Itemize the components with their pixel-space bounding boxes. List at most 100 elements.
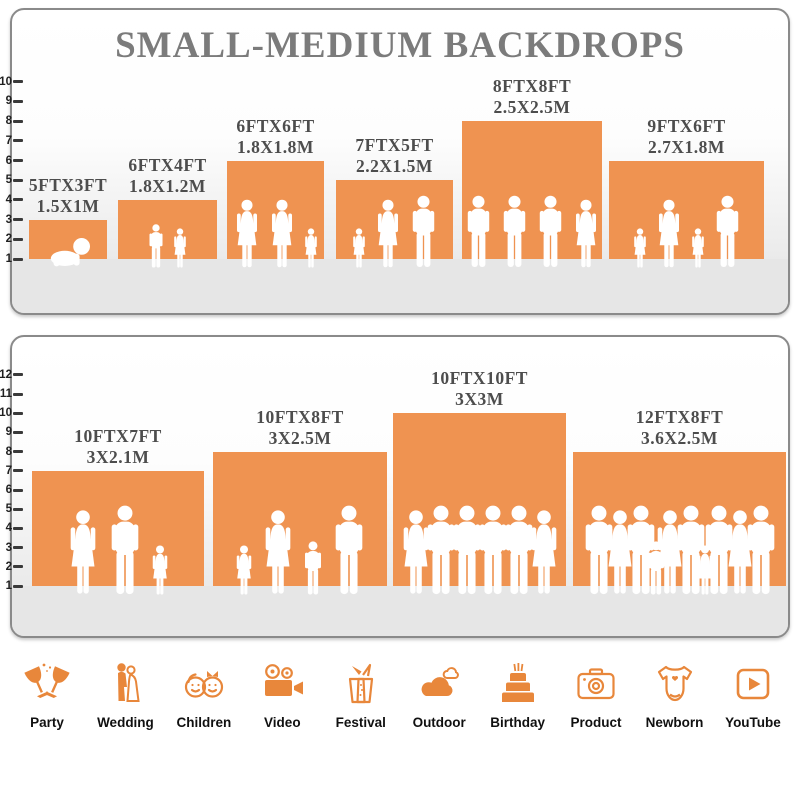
y-tick-label: 10	[0, 75, 12, 88]
woman-silhouette	[236, 199, 257, 268]
y-tick-mark	[13, 218, 23, 222]
y-tick-mark	[13, 507, 23, 511]
category-label: Video	[264, 715, 301, 730]
people-silhouettes	[22, 505, 214, 595]
woman-silhouette	[575, 199, 597, 268]
y-tick-mark	[13, 469, 23, 473]
medium-backdrops-panel: 1 2 3 4 5 6 7 8 9 10 11 12 10FTX7FT 3X2.1M 10FTX8FT…	[0, 335, 790, 638]
y-tick-label: 5	[5, 503, 12, 516]
y-tick-11: 11	[0, 388, 23, 400]
people-silhouettes	[563, 505, 796, 595]
bar-label: 6FTX6FT 1.8X1.8M	[236, 116, 314, 158]
y-tick-mark	[13, 411, 23, 415]
woman-silhouette	[271, 199, 292, 268]
birthday-icon	[494, 660, 542, 708]
y-tick-label: 9	[5, 426, 12, 439]
category-children: Children	[171, 660, 237, 730]
category-label: Party	[30, 715, 64, 730]
y-tick-label: 8	[5, 445, 12, 458]
y-tick-label: 8	[5, 115, 12, 128]
y-tick-4: 4	[0, 522, 23, 534]
floor	[12, 259, 788, 313]
bar-label: 10FTX8FT 3X2.5M	[256, 407, 344, 449]
bar-size-m: 2.2X1.5M	[356, 156, 433, 177]
backdrop-bar-6x4: 6FTX4FT 1.8X1.2M	[118, 155, 217, 268]
bar-size-m: 3X2.5M	[268, 427, 332, 448]
y-tick-label: 2	[5, 233, 12, 246]
y-tick-label: 6	[5, 484, 12, 496]
y-tick-4: 4	[0, 194, 23, 206]
outdoor-icon	[415, 660, 463, 708]
y-tick-mark	[13, 139, 23, 143]
y-tick-8: 8	[0, 115, 23, 127]
y-axis-top: 1 2 3 4 5 6 7 8 9 10	[0, 10, 38, 313]
bar-size-ft: 10FTX8FT	[256, 406, 344, 427]
y-tick-3: 3	[0, 214, 23, 226]
bar-size-ft: 6FTX4FT	[128, 154, 207, 175]
bar-label: 12FTX8FT 3.6X2.5M	[636, 407, 724, 449]
video-icon	[258, 660, 306, 708]
category-label: Birthday	[490, 715, 545, 730]
bar-size-ft: 12FTX8FT	[635, 406, 724, 427]
y-tick-label: 3	[5, 541, 12, 554]
y-tick-mark	[13, 198, 23, 202]
y-tick-1: 1	[0, 253, 23, 265]
y-tick-label: 1	[5, 580, 12, 592]
baby-silhouette	[50, 237, 90, 267]
backdrop-bar-7x5: 7FTX5FT 2.2X1.5M	[336, 135, 453, 268]
bar-size-m: 3X3M	[455, 389, 504, 410]
y-tick-mark	[13, 546, 23, 550]
people-silhouettes	[599, 195, 774, 268]
y-tick-label: 7	[5, 134, 12, 147]
woman-silhouette	[377, 199, 399, 268]
y-tick-6: 6	[0, 155, 23, 167]
woman-silhouette	[658, 199, 679, 268]
y-tick-mark	[13, 488, 23, 492]
bar-size-m: 1.8X1.8M	[237, 136, 314, 157]
backdrop-bar-10x7: 10FTX7FT 3X2.1M	[32, 426, 204, 595]
y-tick-mark	[13, 430, 23, 434]
y-tick-7: 7	[0, 465, 23, 477]
backdrop-bar-10x8: 10FTX8FT 3X2.5M	[213, 407, 387, 595]
y-tick-mark	[13, 373, 23, 377]
y-tick-mark	[13, 392, 23, 396]
bar-label: 7FTX5FT 2.2X1.5M	[355, 135, 433, 177]
man-silhouette	[412, 195, 435, 268]
category-label: Outdoor	[412, 715, 466, 730]
y-tick-label: 11	[0, 388, 12, 400]
bar-size-ft: 10FTX10FT	[431, 368, 528, 389]
man-silhouette	[467, 195, 490, 268]
bar-size-ft: 8FTX8FT	[492, 76, 572, 97]
y-tick-mark	[13, 450, 23, 454]
y-tick-1: 1	[0, 580, 23, 592]
bar-size-m: 1.8X1.2M	[129, 175, 206, 196]
woman-silhouette	[531, 510, 556, 594]
wedding-icon	[101, 660, 149, 708]
category-label: Wedding	[97, 715, 154, 730]
y-tick-label: 3	[5, 213, 12, 226]
y-tick-mark	[13, 257, 23, 261]
girl-silhouette	[691, 228, 704, 268]
category-youtube: YouTube	[720, 660, 786, 730]
category-birthday: Birthday	[485, 660, 551, 730]
y-tick-6: 6	[0, 484, 23, 496]
bar-size-ft: 9FTX6FT	[647, 115, 726, 136]
bar-label: 10FTX10FT 3X3M	[431, 368, 528, 410]
category-festival: Festival	[328, 660, 394, 730]
girl-silhouette	[353, 228, 365, 268]
people-silhouettes	[452, 195, 612, 268]
people-silhouettes	[326, 195, 463, 268]
bar-size-m: 2.7X1.8M	[648, 136, 725, 157]
category-label: Festival	[335, 715, 386, 730]
y-tick-2: 2	[0, 233, 23, 245]
bar-label: 5FTX3FT 1.5X1M	[29, 175, 107, 217]
y-tick-label: 12	[0, 368, 12, 381]
y-tick-label: 6	[5, 154, 12, 167]
y-tick-mark	[13, 80, 23, 84]
bar-size-m: 3.6X2.5M	[641, 427, 718, 448]
bar-size-m: 2.5X2.5M	[493, 97, 571, 118]
bar-size-m: 1.5X1M	[36, 195, 100, 216]
category-label: Children	[176, 715, 232, 730]
y-tick-mark	[13, 237, 23, 241]
girl-silhouette	[633, 228, 646, 268]
